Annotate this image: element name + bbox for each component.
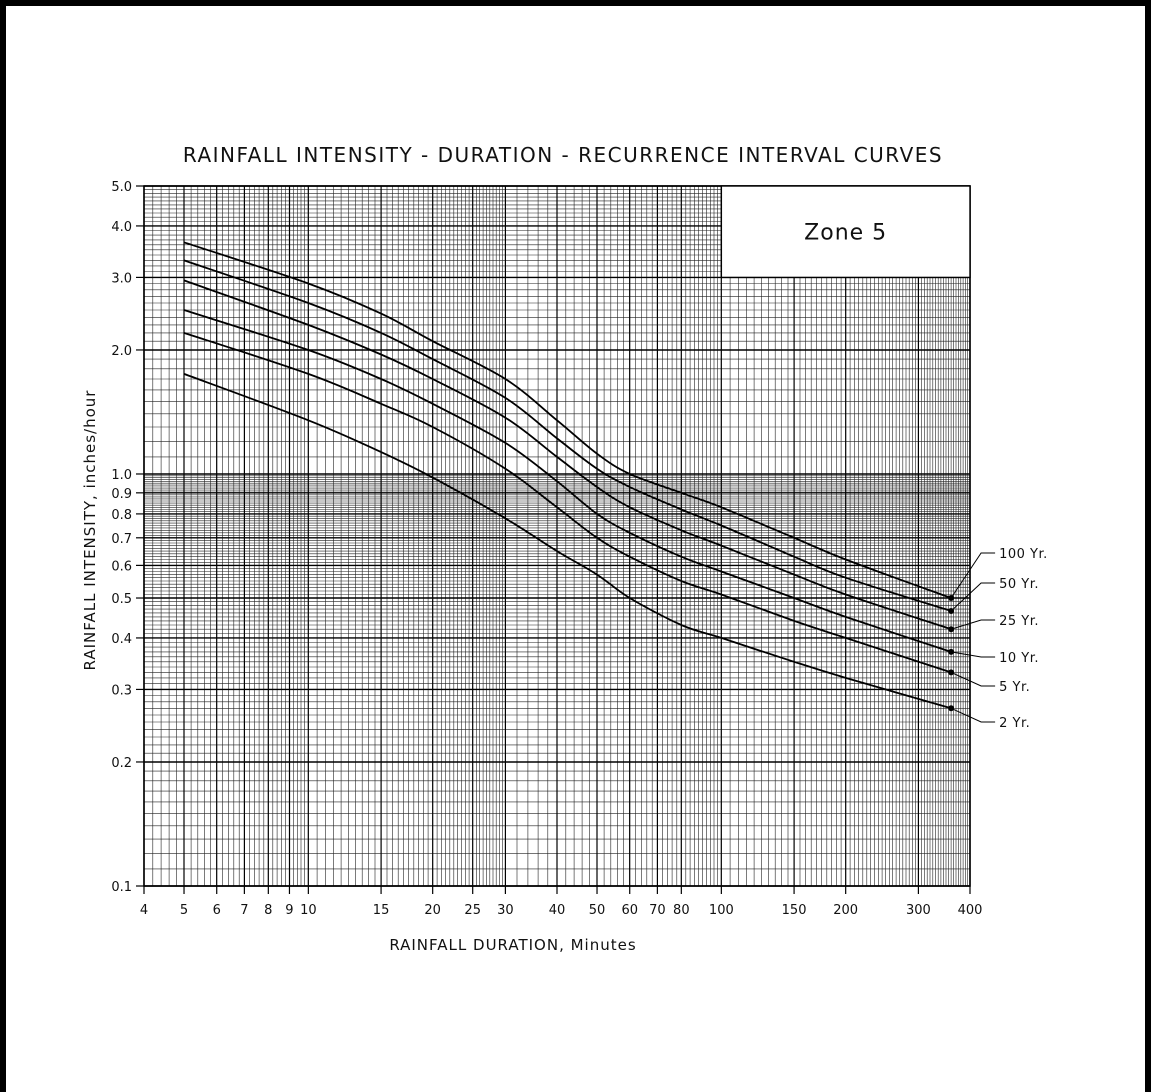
y-axis-label: RAINFALL INTENSITY, inches/hour (81, 390, 99, 671)
x-tick-label: 150 (782, 903, 807, 918)
y-tick-label: 5.0 (111, 180, 132, 195)
x-tick-label: 400 (958, 903, 983, 918)
x-tick-label: 25 (464, 903, 481, 918)
series-labels: 100 Yr. 50 Yr. 25 Yr. 10 Yr. 5 Yr. 2 Yr. (950, 547, 1048, 731)
y-tick-label: 4.0 (111, 220, 132, 235)
series-label: 50 Yr. (999, 577, 1039, 592)
x-tick-label: 200 (833, 903, 858, 918)
grid-major (143, 185, 971, 887)
x-tick-label: 50 (589, 903, 606, 918)
x-tick-label: 5 (180, 903, 188, 918)
y-tick-label: 0.3 (111, 683, 132, 698)
x-tick-label: 8 (264, 903, 272, 918)
curve-50-yr (183, 259, 952, 612)
y-tick-label: 0.9 (111, 487, 132, 502)
y-tick-label: 0.2 (111, 756, 132, 771)
x-tick-label: 40 (549, 903, 566, 918)
series-leader-line (951, 651, 996, 658)
zone-label-box (720, 185, 971, 279)
zone-label: Zone 5 (804, 221, 887, 246)
curve-5-yr (183, 332, 952, 674)
y-tick-label: 0.1 (111, 880, 132, 895)
series-leader-line (950, 552, 996, 599)
curve-25-yr (183, 279, 952, 631)
y-tick-label: 0.6 (111, 559, 132, 574)
x-tick-label: 15 (373, 903, 390, 918)
x-tick-label: 9 (285, 903, 293, 918)
x-tick-label: 4 (140, 903, 148, 918)
x-tick-label: 6 (213, 903, 221, 918)
series-label: 10 Yr. (999, 651, 1039, 666)
y-tick-label: 0.4 (111, 632, 132, 647)
x-tick-label: 70 (649, 903, 666, 918)
series-leader-line (950, 671, 996, 687)
y-tick-label: 3.0 (111, 271, 132, 286)
y-tick-label: 0.7 (111, 532, 132, 547)
series-leader-line (950, 707, 996, 723)
y-tick-label: 0.5 (111, 592, 132, 607)
y-axis-ticks: 0.1 0.2 0.3 0.4 0.5 0.6 0.7 0.8 0.9 1.0 2.0 3.0 4.0 5… (111, 180, 144, 895)
x-tick-label: 80 (673, 903, 690, 918)
series-label: 2 Yr. (999, 716, 1030, 731)
series-leader-line (950, 619, 996, 630)
x-tick-label: 20 (424, 903, 441, 918)
x-axis-ticks: 4 5 6 7 8 9 10 15 20 25 30 40 50 60 70 80 100 150 200 300 40… (140, 886, 983, 918)
x-tick-label: 100 (709, 903, 734, 918)
series-leader-line (950, 582, 996, 612)
x-tick-label: 30 (497, 903, 514, 918)
x-axis-label: RAINFALL DURATION, Minutes (389, 936, 636, 954)
x-tick-label: 10 (300, 903, 317, 918)
curves (183, 241, 955, 712)
curve-100-yr (183, 241, 952, 599)
series-label: 5 Yr. (999, 680, 1030, 695)
curve-10-yr (183, 309, 952, 653)
chart-title: RAINFALL INTENSITY - DURATION - RECURREN… (183, 143, 943, 167)
x-tick-label: 60 (621, 903, 638, 918)
series-label: 25 Yr. (999, 614, 1039, 629)
y-tick-label: 1.0 (111, 468, 132, 483)
x-tick-label: 300 (906, 903, 931, 918)
x-tick-label: 7 (240, 903, 248, 918)
curve-2-yr (183, 373, 952, 710)
y-tick-label: 2.0 (111, 344, 132, 359)
y-tick-label: 0.8 (111, 508, 132, 523)
series-label: 100 Yr. (999, 547, 1048, 562)
